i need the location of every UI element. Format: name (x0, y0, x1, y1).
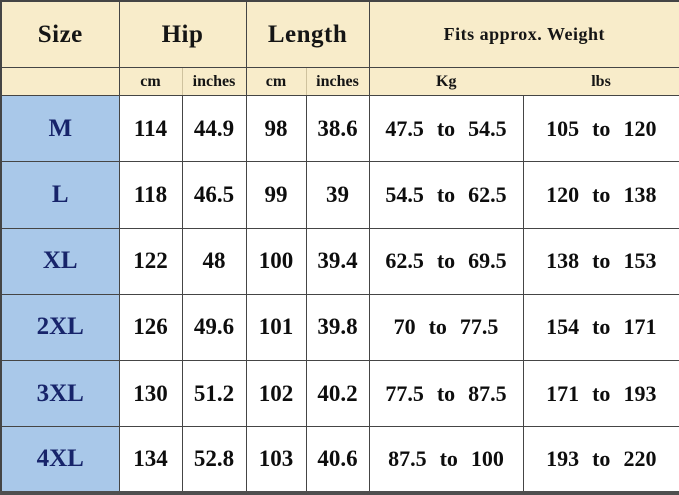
size-label: 2XL (0, 293, 120, 362)
hip-inches-value: 46.5 (181, 161, 247, 229)
size-label: M (0, 94, 120, 163)
range-to-word: to (592, 314, 611, 340)
length-cm-value: 103 (245, 426, 307, 494)
weight-kg-range: 87.5 to 100 (368, 426, 524, 494)
range-to-word: to (436, 181, 456, 207)
size-label: 4XL (0, 426, 120, 494)
kg-max: 87.5 (468, 380, 507, 406)
sub-header-empty (0, 67, 120, 96)
table-row-4xl: 4XL 134 52.8 103 40.6 87.5 to 100 193 to (0, 426, 679, 494)
length-cm-value: 102 (245, 359, 307, 428)
hip-inches-value: 52.8 (181, 426, 247, 494)
range-to-word: to (592, 115, 611, 141)
range-to-word: to (436, 380, 456, 406)
weight-kg-range: 77.5 to 87.5 (368, 359, 524, 428)
length-inches-value: 39.4 (305, 227, 370, 295)
table-row-2xl: 2XL 126 49.6 101 39.8 70 to 77.5 154 to (0, 293, 679, 362)
length-inches-value: 39.8 (305, 293, 370, 362)
size-label: 3XL (0, 359, 120, 428)
size-label: L (0, 161, 120, 229)
hip-inches-value: 44.9 (181, 94, 247, 163)
weight-lbs-range: 138 to 153 (522, 227, 679, 295)
kg-min: 77.5 (385, 380, 424, 406)
weight-lbs-range: 171 to 193 (522, 359, 679, 428)
kg-min: 87.5 (388, 446, 427, 472)
column-header-weight: Fits approx. Weight (368, 0, 679, 68)
hip-cm-value: 126 (118, 293, 183, 362)
hip-inches-value: 51.2 (181, 359, 247, 428)
lbs-min: 154 (546, 314, 580, 340)
lbs-max: 120 (623, 115, 657, 141)
kg-min: 47.5 (385, 115, 424, 141)
group-header-row: Size Hip Length Fits approx. Weight (0, 0, 679, 68)
length-inches-value: 39 (305, 161, 370, 229)
lbs-min: 193 (546, 446, 580, 472)
lbs-max: 220 (623, 446, 657, 472)
table-row-3xl: 3XL 130 51.2 102 40.2 77.5 to 87.5 171 t… (0, 359, 679, 428)
weight-kg-range: 70 to 77.5 (368, 293, 524, 362)
weight-kg-range: 47.5 to 54.5 (368, 94, 524, 163)
hip-cm-value: 134 (118, 426, 183, 494)
range-to-word: to (592, 248, 611, 274)
weight-lbs-range: 154 to 171 (522, 293, 679, 362)
sub-header-hip-inches: inches (181, 67, 247, 96)
range-to-word: to (436, 248, 456, 274)
size-label: XL (0, 227, 120, 295)
sub-header-hip-cm: cm (118, 67, 183, 96)
kg-max: 62.5 (468, 181, 507, 207)
table-row-xl: XL 122 48 100 39.4 62.5 to 69.5 138 to (0, 227, 679, 295)
weight-kg-range: 54.5 to 62.5 (368, 161, 524, 229)
length-inches-value: 40.6 (305, 426, 370, 494)
length-cm-value: 99 (245, 161, 307, 229)
lbs-min: 138 (546, 248, 580, 274)
kg-min: 54.5 (385, 181, 424, 207)
weight-kg-range: 62.5 to 69.5 (368, 227, 524, 295)
hip-cm-value: 122 (118, 227, 183, 295)
length-cm-value: 101 (245, 293, 307, 362)
hip-inches-value: 49.6 (181, 293, 247, 362)
table-row-l: L 118 46.5 99 39 54.5 to 62.5 120 to (0, 161, 679, 229)
table-row-m: M 114 44.9 98 38.6 47.5 to 54.5 105 to (0, 94, 679, 163)
sub-header-length-inches: inches (305, 67, 370, 96)
kg-max: 54.5 (468, 115, 507, 141)
range-to-word: to (592, 446, 611, 472)
lbs-min: 105 (546, 115, 580, 141)
lbs-max: 153 (623, 248, 657, 274)
lbs-max: 171 (623, 314, 657, 340)
sub-header-kg: Kg (368, 67, 524, 96)
column-header-hip: Hip (118, 0, 247, 68)
sub-header-lbs: lbs (523, 67, 679, 96)
range-to-word: to (436, 115, 456, 141)
kg-min: 62.5 (385, 248, 424, 274)
length-inches-value: 40.2 (305, 359, 370, 428)
column-header-size: Size (0, 0, 120, 68)
range-to-word: to (592, 380, 611, 406)
length-cm-value: 98 (245, 94, 307, 163)
length-cm-value: 100 (245, 227, 307, 295)
sub-header-length-cm: cm (245, 67, 307, 96)
kg-max: 77.5 (459, 314, 499, 340)
hip-inches-value: 48 (181, 227, 247, 295)
kg-max: 100 (470, 446, 504, 472)
sub-header-row: cm inches cm inches Kg lbs (0, 67, 679, 96)
weight-lbs-range: 105 to 120 (522, 94, 679, 163)
lbs-min: 171 (546, 380, 580, 406)
range-to-word: to (439, 446, 458, 472)
lbs-min: 120 (546, 181, 580, 207)
column-header-length: Length (245, 0, 370, 68)
hip-cm-value: 118 (118, 161, 183, 229)
weight-lbs-range: 193 to 220 (522, 426, 679, 494)
range-to-word: to (428, 314, 447, 340)
hip-cm-value: 130 (118, 359, 183, 428)
kg-min: 70 (393, 314, 416, 340)
length-inches-value: 38.6 (305, 94, 370, 163)
range-to-word: to (592, 181, 611, 207)
hip-cm-value: 114 (118, 94, 183, 163)
lbs-max: 138 (623, 181, 657, 207)
weight-lbs-range: 120 to 138 (522, 161, 679, 229)
lbs-max: 193 (623, 380, 657, 406)
kg-max: 69.5 (468, 248, 507, 274)
